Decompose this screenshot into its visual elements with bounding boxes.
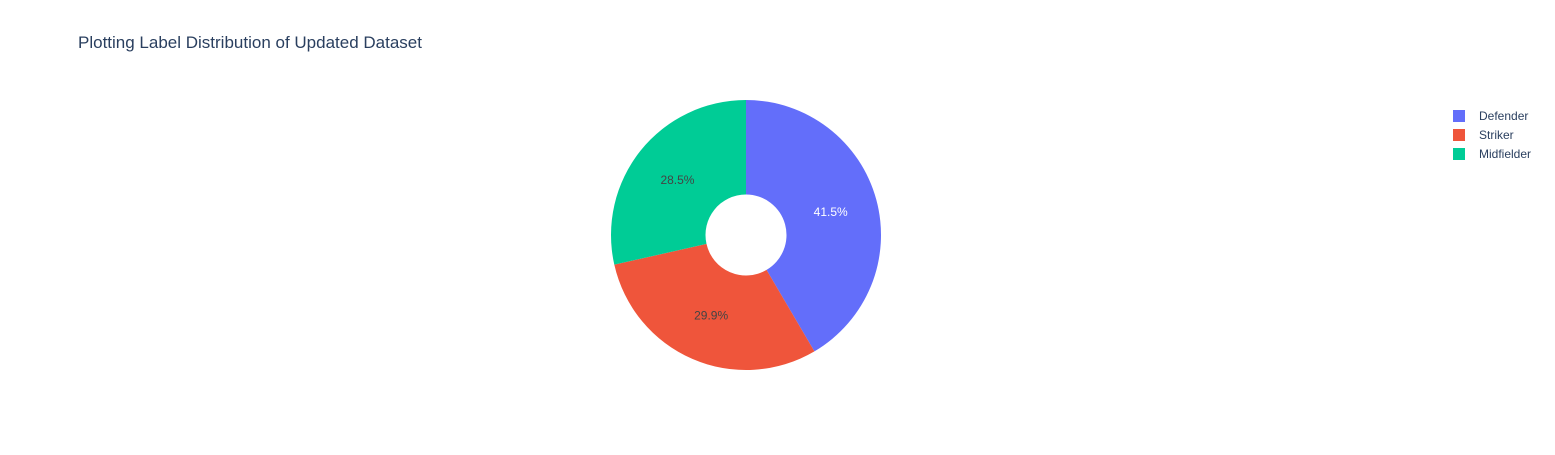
legend-label: Defender — [1479, 108, 1529, 123]
slice-label-striker: 29.9% — [694, 309, 728, 323]
legend-swatch — [1453, 128, 1465, 141]
pie-slice-striker[interactable] — [614, 243, 815, 370]
legend-label: Midfielder — [1479, 146, 1532, 161]
legend-label: Striker — [1479, 127, 1514, 142]
legend-item-striker[interactable]: Striker — [1453, 125, 1531, 144]
chart-title: Plotting Label Distribution of Updated D… — [78, 33, 422, 52]
pie-slice-midfielder[interactable] — [611, 100, 746, 265]
slice-label-defender: 41.5% — [814, 205, 848, 219]
legend-swatch — [1453, 147, 1465, 160]
legend: Defender Striker Midfielder — [1453, 106, 1531, 163]
legend-item-midfielder[interactable]: Midfielder — [1453, 144, 1531, 163]
slice-label-midfielder: 28.5% — [660, 173, 694, 187]
pie-slice-defender[interactable] — [746, 100, 881, 352]
legend-item-defender[interactable]: Defender — [1453, 106, 1531, 125]
legend-swatch — [1453, 109, 1465, 122]
